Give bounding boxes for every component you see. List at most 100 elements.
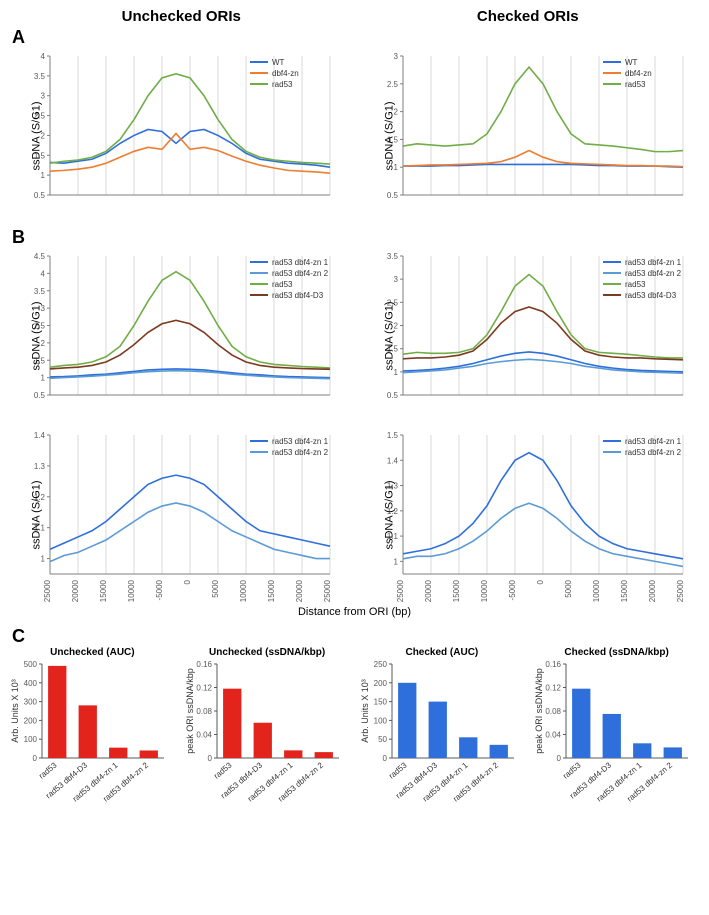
svg-text:rad53 dbf4-D3: rad53 dbf4-D3 [272,291,324,300]
svg-text:3.5: 3.5 [386,252,398,261]
svg-text:3: 3 [393,52,398,61]
svg-text:0: 0 [207,754,212,763]
row-c: Unchecked (AUC) 0100200300400500rad53rad… [8,647,701,810]
svg-text:rad53: rad53 [561,760,583,780]
svg-text:dbf4-zn: dbf4-zn [625,69,652,78]
svg-text:-20000: -20000 [71,579,80,602]
svg-text:rad53: rad53 [272,80,293,89]
svg-text:3: 3 [41,92,46,101]
svg-text:0.5: 0.5 [386,391,398,400]
bar-c3: Checked (AUC) 050100150200250rad53rad53 … [358,647,527,810]
svg-text:0.08: 0.08 [546,707,562,716]
svg-text:0: 0 [382,754,387,763]
svg-text:4.5: 4.5 [34,252,46,261]
svg-text:rad53 dbf4-zn 1: rad53 dbf4-zn 1 [625,437,682,446]
svg-text:-25000: -25000 [43,579,52,602]
svg-text:-25000: -25000 [396,579,405,602]
svg-text:10000: 10000 [239,579,248,602]
svg-text:0: 0 [183,579,192,584]
svg-text:3.5: 3.5 [34,72,46,81]
svg-text:1.4: 1.4 [34,431,46,440]
svg-text:0.04: 0.04 [546,731,562,740]
svg-text:1: 1 [393,557,398,566]
svg-text:-5000: -5000 [155,579,164,600]
svg-text:150: 150 [373,698,387,707]
svg-text:rad53: rad53 [387,760,409,780]
svg-text:0: 0 [536,579,545,584]
svg-text:rad53 dbf4-zn 2: rad53 dbf4-zn 2 [625,269,682,278]
panel-label-c: C [12,626,701,647]
svg-text:dbf4-zn: dbf4-zn [272,69,299,78]
svg-text:5000: 5000 [211,579,220,597]
svg-text:0.5: 0.5 [386,191,398,200]
svg-text:rad53: rad53 [212,760,234,780]
row-b2: ssDNA (S/G1) -25000 -20000 -15000 -10000 -50… [8,427,701,602]
svg-text:peak ORI ssDNA/kbp: peak ORI ssDNA/kbp [534,668,544,754]
svg-text:rad53 dbf4-zn 2: rad53 dbf4-zn 2 [625,448,682,457]
ylabel-a-left: ssDNA (S/G1) [31,101,43,170]
chart-a-left: ssDNA (S/G1) 0.511.522.533.54WTdbf4-znra… [8,48,349,223]
svg-text:-10000: -10000 [480,579,489,602]
bar-c3-title: Checked (AUC) [358,647,527,658]
svg-text:rad53 dbf4-zn 2: rad53 dbf4-zn 2 [272,448,329,457]
svg-text:0: 0 [33,754,38,763]
svg-text:0.08: 0.08 [196,707,212,716]
svg-text:100: 100 [373,716,387,725]
x-axis-label: Distance from ORI (bp) [8,606,701,618]
svg-text:0.04: 0.04 [196,731,212,740]
svg-text:rad53: rad53 [625,80,646,89]
chart-b2-right: ssDNA (S/G1) -25000-20000-15000-10000-50… [361,427,702,602]
svg-text:1: 1 [41,555,46,564]
svg-text:peak ORI ssDNA/kbp: peak ORI ssDNA/kbp [185,668,195,754]
svg-text:rad53: rad53 [37,760,59,780]
svg-text:4: 4 [41,269,46,278]
svg-text:1: 1 [41,171,46,180]
ylabel-b-left: ssDNA (S/G1) [31,301,43,370]
svg-text:0.12: 0.12 [196,684,212,693]
svg-text:rad53: rad53 [625,280,646,289]
svg-text:15000: 15000 [620,579,629,602]
svg-text:0: 0 [557,754,562,763]
svg-text:25000: 25000 [676,579,685,602]
bar-c1: Unchecked (AUC) 0100200300400500rad53rad… [8,647,177,810]
svg-text:-20000: -20000 [424,579,433,602]
svg-text:200: 200 [373,679,387,688]
svg-text:Arb. Units X 10³: Arb. Units X 10³ [10,679,20,743]
svg-text:0.12: 0.12 [546,684,562,693]
svg-text:400: 400 [24,679,38,688]
bar-c1-title: Unchecked (AUC) [8,647,177,658]
svg-text:Arb. Units X 10³: Arb. Units X 10³ [360,679,370,743]
chart-b2-left: ssDNA (S/G1) -25000 -20000 -15000 -10000 -50… [8,427,349,602]
svg-text:5000: 5000 [564,579,573,597]
svg-text:200: 200 [24,716,38,725]
row-a: ssDNA (S/G1) 0.511.522.533.54WTdbf4-znra… [8,48,701,223]
column-headers: Unchecked ORIs Checked ORIs [8,8,701,25]
header-checked: Checked ORIs [355,8,702,25]
svg-text:-10000: -10000 [127,579,136,602]
svg-text:1.4: 1.4 [386,456,398,465]
header-unchecked: Unchecked ORIs [8,8,355,25]
svg-text:1: 1 [41,374,46,383]
svg-text:rad53 dbf4-zn 2: rad53 dbf4-zn 2 [272,269,329,278]
svg-text:300: 300 [24,698,38,707]
ylabel-b2-left: ssDNA (S/G1) [31,480,43,549]
svg-text:0.5: 0.5 [34,391,46,400]
svg-text:1.5: 1.5 [386,431,398,440]
svg-text:-15000: -15000 [99,579,108,602]
chart-a-right: ssDNA (S/G1) 0.511.522.53WTdbf4-znrad53 [361,48,702,223]
svg-text:250: 250 [373,660,387,669]
svg-text:WT: WT [625,58,638,67]
svg-text:20000: 20000 [295,579,304,602]
svg-text:rad53 dbf4-zn 1: rad53 dbf4-zn 1 [272,437,329,446]
svg-text:100: 100 [24,735,38,744]
svg-text:15000: 15000 [267,579,276,602]
panel-label-a: A [12,27,701,48]
svg-text:WT: WT [272,58,285,67]
svg-text:rad53 dbf4-zn 1: rad53 dbf4-zn 1 [625,258,682,267]
svg-text:-5000: -5000 [508,579,517,600]
svg-text:4: 4 [41,52,46,61]
ylabel-b-right: ssDNA (S/G1) [383,301,395,370]
svg-text:1.3: 1.3 [34,462,46,471]
svg-text:rad53 dbf4-D3: rad53 dbf4-D3 [625,291,677,300]
row-b1: ssDNA (S/G1) 0.511.522.533.544.5rad53 db… [8,248,701,423]
